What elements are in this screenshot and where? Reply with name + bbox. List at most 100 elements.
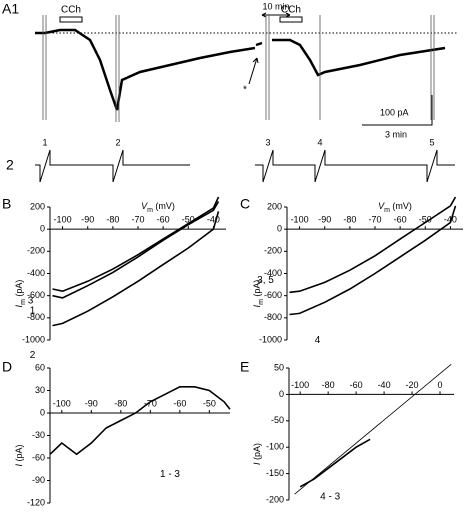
trace <box>289 196 457 294</box>
x-tick-label: -50 <box>203 398 216 408</box>
asterisk: * <box>243 85 247 96</box>
y-tick-label: -800 <box>264 312 282 322</box>
y-tick-label: -100 <box>266 442 284 452</box>
marker: 1 <box>42 137 47 147</box>
series-label: 1 <box>30 305 36 316</box>
x-tick-label: -80 <box>106 215 119 225</box>
y-label-part: I <box>252 304 262 307</box>
x-tick-label: -40 <box>207 215 220 225</box>
x-tick-label: -60 <box>350 380 363 390</box>
scale-x-label: 3 min <box>385 129 407 139</box>
y-tick-label: -200 <box>264 246 282 256</box>
y-tick-label: -200 <box>266 494 284 504</box>
marker: 5 <box>429 137 434 147</box>
y-tick-label: -60 <box>32 452 45 462</box>
x-tick-label: -60 <box>394 215 407 225</box>
channel-label: 2 <box>6 157 14 173</box>
x-tick-label: -40 <box>378 380 391 390</box>
trace <box>255 38 446 77</box>
trace <box>49 386 231 456</box>
x-tick-label: -100 <box>291 380 309 390</box>
x-tick-label: -80 <box>114 398 127 408</box>
series-label: 1 - 3 <box>160 469 180 480</box>
x-label-main: V <box>378 202 385 212</box>
y-tick-label: -400 <box>27 268 45 278</box>
y-tick-label: -90 <box>32 475 45 485</box>
y-label-part: I <box>252 462 262 465</box>
x-tick-label: -100 <box>54 215 72 225</box>
y-tick-label: 30 <box>35 385 45 395</box>
trace <box>294 363 452 495</box>
y-tick-label: -400 <box>264 268 282 278</box>
y-axis-label: Im (pA) <box>252 280 264 308</box>
x-tick-label: -90 <box>318 215 331 225</box>
series-label: 3, 5 <box>257 275 274 286</box>
cch-label: CCh <box>61 5 81 16</box>
trace <box>299 438 371 488</box>
y-tick-label: -600 <box>27 290 45 300</box>
series-label: 4 - 3 <box>320 491 340 502</box>
cch-label: CCh <box>281 5 301 16</box>
y-axis-label: Im (pA) <box>14 280 26 308</box>
x-tick-label: -80 <box>343 215 356 225</box>
trace <box>52 201 220 299</box>
scale-y-label: 100 pA <box>380 107 409 117</box>
y-tick-label: 50 <box>274 362 284 372</box>
y-tick-label: 0 <box>279 389 284 399</box>
y-tick-label: -1000 <box>22 334 45 344</box>
y-tick-label: -120 <box>27 497 45 507</box>
y-axis-label: I (pA) <box>252 443 262 465</box>
x-tick-label: 0 <box>438 380 443 390</box>
x-label-unit: (mV) <box>390 202 412 212</box>
cch-bar <box>279 16 303 23</box>
y-tick-label: 0 <box>40 224 45 234</box>
y-label-part: (pA) <box>14 280 24 300</box>
trace <box>289 205 457 316</box>
x-tick-label: -50 <box>419 215 432 225</box>
panel-label: A1 <box>2 1 19 17</box>
x-axis-label: Vm (mV) <box>378 202 412 214</box>
y-tick-label: 0 <box>40 407 45 417</box>
y-axis-label: I (pA) <box>14 444 24 466</box>
x-tick-label: -50 <box>182 215 195 225</box>
x-tick-label: -60 <box>157 215 170 225</box>
y-tick-label: 200 <box>267 201 282 211</box>
y-label-part: m <box>20 299 27 305</box>
scale-bar <box>362 95 433 126</box>
x-tick-label: -20 <box>406 380 419 390</box>
x-tick-label: -90 <box>81 215 94 225</box>
trace <box>35 28 256 111</box>
asterisk-arrow <box>248 57 259 85</box>
x-label-unit: (mV) <box>153 202 175 212</box>
trace <box>52 196 220 293</box>
y-tick-label: -30 <box>32 430 45 440</box>
x-tick-label: -70 <box>368 215 381 225</box>
y-tick-label: -150 <box>266 468 284 478</box>
x-tick-label: -90 <box>85 398 98 408</box>
x-tick-label: -100 <box>291 215 309 225</box>
y-tick-label: -1000 <box>259 334 282 344</box>
interval-arrow <box>261 12 291 18</box>
panel-label: C <box>240 196 250 212</box>
series-label: 4 <box>315 335 321 346</box>
x-tick-label: -40 <box>444 215 457 225</box>
x-tick-label: -70 <box>144 398 157 408</box>
x-tick-label: -100 <box>53 398 71 408</box>
y-label-part: m <box>258 299 265 305</box>
panel-label: B <box>2 196 11 212</box>
y-label-part: (pA) <box>252 280 262 300</box>
y-label-part: I <box>14 304 24 307</box>
y-label-part: (pA) <box>252 443 262 463</box>
x-axis-label: Vm (mV) <box>141 202 175 214</box>
cch-bar <box>59 16 83 23</box>
marker: 2 <box>115 137 120 147</box>
y-label-part: I <box>14 464 24 467</box>
trace <box>52 211 220 327</box>
series-label: 3 <box>28 296 34 307</box>
y-tick-label: 60 <box>35 362 45 372</box>
y-tick-label: -600 <box>264 290 282 300</box>
interval-label: 10 min <box>262 1 289 11</box>
x-label-main: V <box>141 202 148 212</box>
marker: 4 <box>317 137 322 147</box>
